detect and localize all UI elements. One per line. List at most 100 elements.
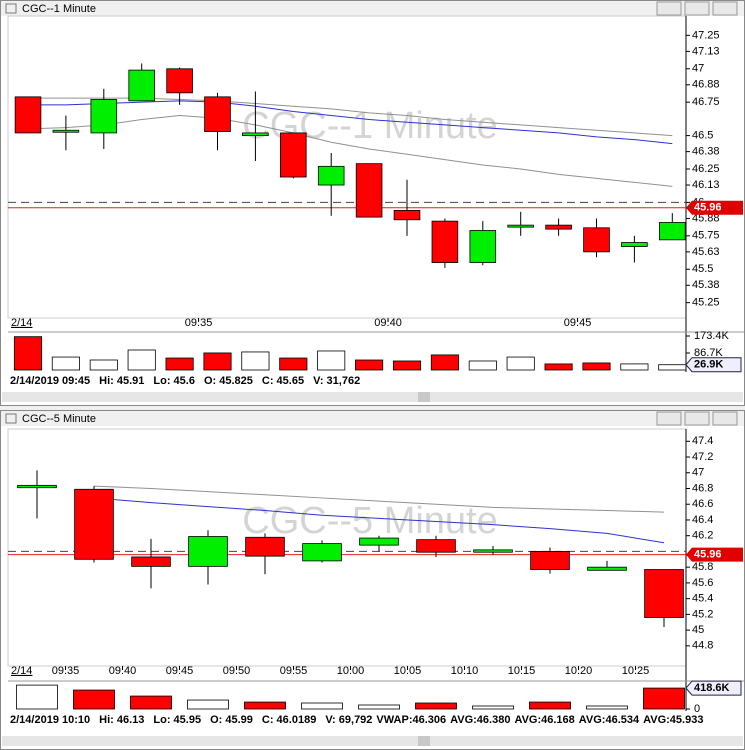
- status-item: Lo: 45.95: [153, 714, 201, 726]
- candle-body: [128, 69, 155, 102]
- candle-body: [416, 539, 456, 553]
- title-bar: [1, 411, 744, 426]
- candle-body: [204, 96, 231, 132]
- candle-body: [242, 132, 269, 136]
- y-tick-label: 45.4: [692, 593, 713, 605]
- volume-bar: [73, 689, 115, 710]
- y-tick-label: 46.8: [692, 482, 713, 494]
- status-item: Hi: 45.91: [99, 375, 144, 387]
- x-tick-label: 09:50: [223, 665, 251, 677]
- volume-tick-label: 0: [694, 703, 700, 715]
- indicator-line: [27, 115, 673, 187]
- watermark: CGC--5 Minute: [242, 500, 498, 542]
- x-tick-label: 09:45: [166, 665, 194, 677]
- minimize-button[interactable]: [656, 411, 682, 426]
- x-tick-label: 10:05: [394, 665, 422, 677]
- volume-bar: [472, 705, 514, 710]
- candle-body: [280, 132, 307, 178]
- volume-bar: [392, 360, 422, 371]
- date-label: 2/14: [11, 665, 32, 677]
- candle-body: [431, 220, 459, 263]
- y-tick-label: 46.13: [692, 179, 720, 191]
- candle-body: [530, 551, 570, 570]
- x-tick-label: 10:20: [565, 665, 593, 677]
- minimize-button[interactable]: [656, 1, 682, 16]
- window-title: CGC--5 Minute: [22, 413, 96, 425]
- volume-bar: [658, 364, 687, 371]
- window-icon: [5, 3, 17, 14]
- volume-bar: [317, 350, 346, 371]
- date-label: 2/14: [11, 317, 32, 329]
- last-price-tag: [686, 200, 743, 215]
- candle-body: [545, 224, 572, 230]
- volume-bar: [203, 352, 232, 371]
- status-item: O: 45.825: [204, 375, 253, 387]
- volume-bar: [241, 351, 270, 371]
- volume-bar: [51, 356, 80, 371]
- maximize-button[interactable]: [684, 411, 710, 426]
- y-tick-label: 45.75: [692, 230, 720, 242]
- candle-body: [621, 242, 648, 247]
- y-tick-label: 46.88: [692, 79, 720, 91]
- scrollbar[interactable]: [2, 736, 743, 746]
- volume-bar: [415, 702, 457, 710]
- last-price-label: 45.96: [694, 548, 722, 560]
- volume-bar: [187, 699, 229, 710]
- candle-body: [245, 536, 285, 557]
- indicator-line: [28, 100, 673, 145]
- volume-tag: [685, 680, 742, 696]
- y-tick-label: 47: [692, 63, 704, 75]
- volume-tag-label: 418.6K: [694, 682, 730, 694]
- volume-bar: [620, 363, 649, 371]
- status-item: Hi: 46.13: [99, 714, 144, 726]
- candle-body: [583, 227, 610, 253]
- candle-body: [52, 129, 80, 133]
- y-tick-label: 45.8: [692, 561, 713, 573]
- candle-body: [188, 536, 228, 567]
- scroll-thumb[interactable]: [418, 736, 430, 746]
- scroll-thumb[interactable]: [418, 392, 430, 402]
- candle-body: [587, 566, 627, 571]
- close-button[interactable]: [712, 1, 738, 16]
- y-tick-label: 46.5: [692, 130, 713, 142]
- indicator-line: [93, 485, 665, 513]
- candle-body: [90, 99, 118, 134]
- volume-bar: [16, 684, 58, 710]
- y-tick-label: 47: [692, 467, 704, 479]
- candle-body: [131, 556, 171, 567]
- scrollbar[interactable]: [2, 392, 743, 402]
- window-title: CGC--1 Minute: [22, 3, 96, 15]
- candle-body: [469, 230, 497, 263]
- volume-bar: [529, 701, 571, 710]
- window-icon: [5, 413, 17, 424]
- volume-bar: [468, 360, 497, 371]
- close-button[interactable]: [712, 411, 738, 426]
- status-item: AVG:46.380: [450, 714, 510, 726]
- y-tick-label: 46.4: [692, 514, 713, 526]
- volume-bar: [244, 701, 286, 710]
- status-item: VWAP:46.306: [376, 714, 446, 726]
- y-tick-label: 45.6: [692, 577, 713, 589]
- status-line: 2/14/2019 10:10 Hi: 46.13 Lo: 45.95 O: 45.9…: [10, 714, 703, 726]
- x-tick-label: 10:25: [622, 665, 650, 677]
- last-price-tag: [686, 547, 743, 562]
- y-tick-label: 46.2: [692, 530, 713, 542]
- y-tick-label: 45.2: [692, 608, 713, 620]
- y-tick-label: 46.25: [692, 163, 720, 175]
- maximize-button[interactable]: [684, 1, 710, 16]
- candle-body: [355, 163, 383, 218]
- candle-body: [17, 484, 57, 489]
- y-tick-label: 45.25: [692, 297, 720, 309]
- volume-bar: [506, 356, 535, 371]
- status-item: V: 69,792: [325, 714, 372, 726]
- y-tick-label: 45.88: [692, 212, 720, 224]
- candle-body: [507, 224, 534, 228]
- volume-bar: [586, 705, 628, 710]
- y-tick-label: 45.5: [692, 263, 713, 275]
- y-tick-label: 47.13: [692, 45, 720, 57]
- volume-bar: [279, 357, 308, 371]
- status-item: 2/14/2019 09:45: [10, 375, 90, 387]
- y-tick-label: 44.8: [692, 640, 713, 652]
- volume-bar: [582, 362, 611, 371]
- volume-bar: [355, 359, 384, 371]
